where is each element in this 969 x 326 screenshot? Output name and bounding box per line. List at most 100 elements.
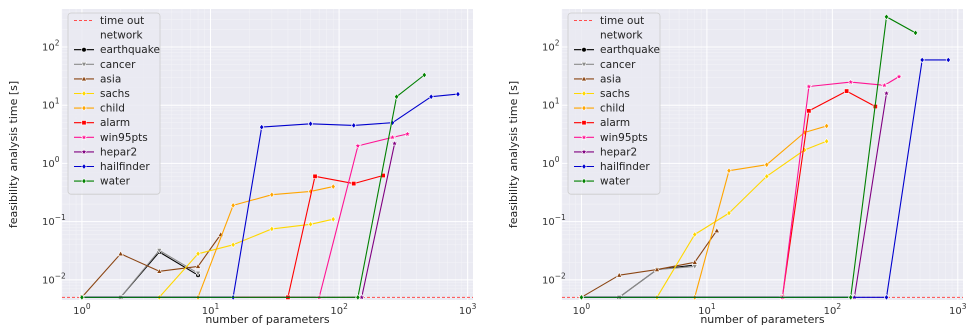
legend-label-hailfinder: hailfinder [600,161,650,173]
y-tick-label: 10−1 [542,213,566,228]
x-axis-label: number of parameters [205,313,330,326]
legend-label-water: water [100,176,131,188]
legend-title: network [100,30,144,42]
data-point-hailfinder [351,122,357,129]
data-point-hailfinder [428,93,434,100]
data-point-asia [713,227,720,233]
data-point-hailfinder [259,123,265,131]
legend-label-earthquake: earthquake [600,44,660,56]
data-point-cancer [156,248,163,254]
y-axis-label: feasibility analysis time [s] [7,81,20,228]
x-tick-label: 103 [459,302,477,317]
data-point-child [726,167,732,174]
legend-title: network [600,30,644,42]
legend-marker-water [81,177,87,185]
legend-label-cancer: cancer [600,59,636,71]
data-point-sachs [269,225,275,233]
series-water [79,71,427,301]
data-point-hepar2 [882,89,891,97]
legend-label-win95pts: win95pts [100,132,148,144]
data-point-child [764,161,770,168]
data-point-hepar2 [390,139,399,147]
legend-marker-cancer [80,61,88,68]
data-point-alarm [351,181,357,187]
legend-label-asia: asia [100,73,121,85]
x-axis-label: number of parameters [700,313,825,326]
y-tick-label: 100 [542,155,560,170]
legend-marker-hepar2 [80,147,88,156]
data-point-sachs [764,173,770,180]
y-tick-label: 10−2 [42,271,66,286]
legend-marker-hailfinder [81,163,87,170]
series-line-water [81,74,425,298]
legend-label-cancer: cancer [100,59,136,71]
y-tick-label: 10−1 [42,213,66,228]
data-point-asia [156,267,163,274]
legend-label-child: child [600,103,625,115]
legend-label-timeout: time out [100,15,144,27]
data-point-child [330,183,336,190]
x-tick-label: 102 [824,302,842,317]
data-point-water [912,29,919,37]
y-tick-label: 102 [542,39,560,54]
data-point-water [355,294,361,301]
legend-box [567,12,661,195]
data-point-win95pts [895,72,903,80]
series-water [578,13,919,301]
data-point-win95pts [403,130,412,138]
legend-label-hailfinder: hailfinder [100,161,150,173]
data-point-win95pts [880,81,889,89]
legend-marker-water [581,177,587,185]
legend: time out network earthquake cancer asia sachs… [67,12,161,195]
data-point-hailfinder [883,294,890,301]
legend-label-earthquake: earthquake [100,44,160,56]
data-point-cancer [194,270,202,277]
data-point-water [883,13,890,21]
series-line-hailfinder [81,93,458,298]
legend-label-timeout: time out [600,15,644,27]
legend-marker-alarm [581,120,587,126]
legend-marker-cancer [580,61,588,68]
legend-marker-win95pts [80,133,88,141]
legend: time out network earthquake cancer asia sachs… [567,12,661,195]
legend-marker-child [81,104,87,112]
data-point-sachs [726,209,732,217]
y-tick-label: 10−2 [542,271,566,286]
legend-box [67,12,161,195]
y-tick-label: 101 [42,97,60,112]
x-tick-label: 101 [698,302,716,317]
legend-marker-child [581,104,587,112]
legend-marker-sachs [81,90,87,97]
data-point-water [578,294,585,301]
legend-label-win95pts: win95pts [600,132,648,144]
data-point-water [79,294,85,301]
data-point-win95pts [805,82,813,90]
legend-label-child: child [100,103,125,115]
data-point-hailfinder [945,56,951,64]
data-point-asia [616,271,623,278]
legend-label-sachs: sachs [600,88,630,100]
x-tick-label: 103 [949,302,967,317]
legend-marker-asia [580,75,588,82]
data-point-win95pts [354,141,362,150]
legend-label-sachs: sachs [100,88,130,100]
data-point-asia [194,262,202,269]
y-tick-label: 100 [42,155,60,170]
legend-marker-win95pts [580,133,588,141]
series-line-water [581,16,916,298]
data-point-water [848,294,854,301]
data-point-hailfinder [307,120,314,128]
data-point-alarm [844,88,850,94]
data-point-win95pts [846,78,855,86]
legend-marker-alarm [81,120,87,126]
y-tick-label: 102 [42,39,60,54]
x-tick-label: 100 [73,302,91,317]
data-point-alarm [312,173,318,179]
legend-label-hepar2: hepar2 [100,146,137,158]
x-tick-label: 100 [573,302,591,317]
data-point-hailfinder [455,90,461,98]
data-point-sachs [195,250,201,258]
x-tick-label: 101 [202,302,220,317]
